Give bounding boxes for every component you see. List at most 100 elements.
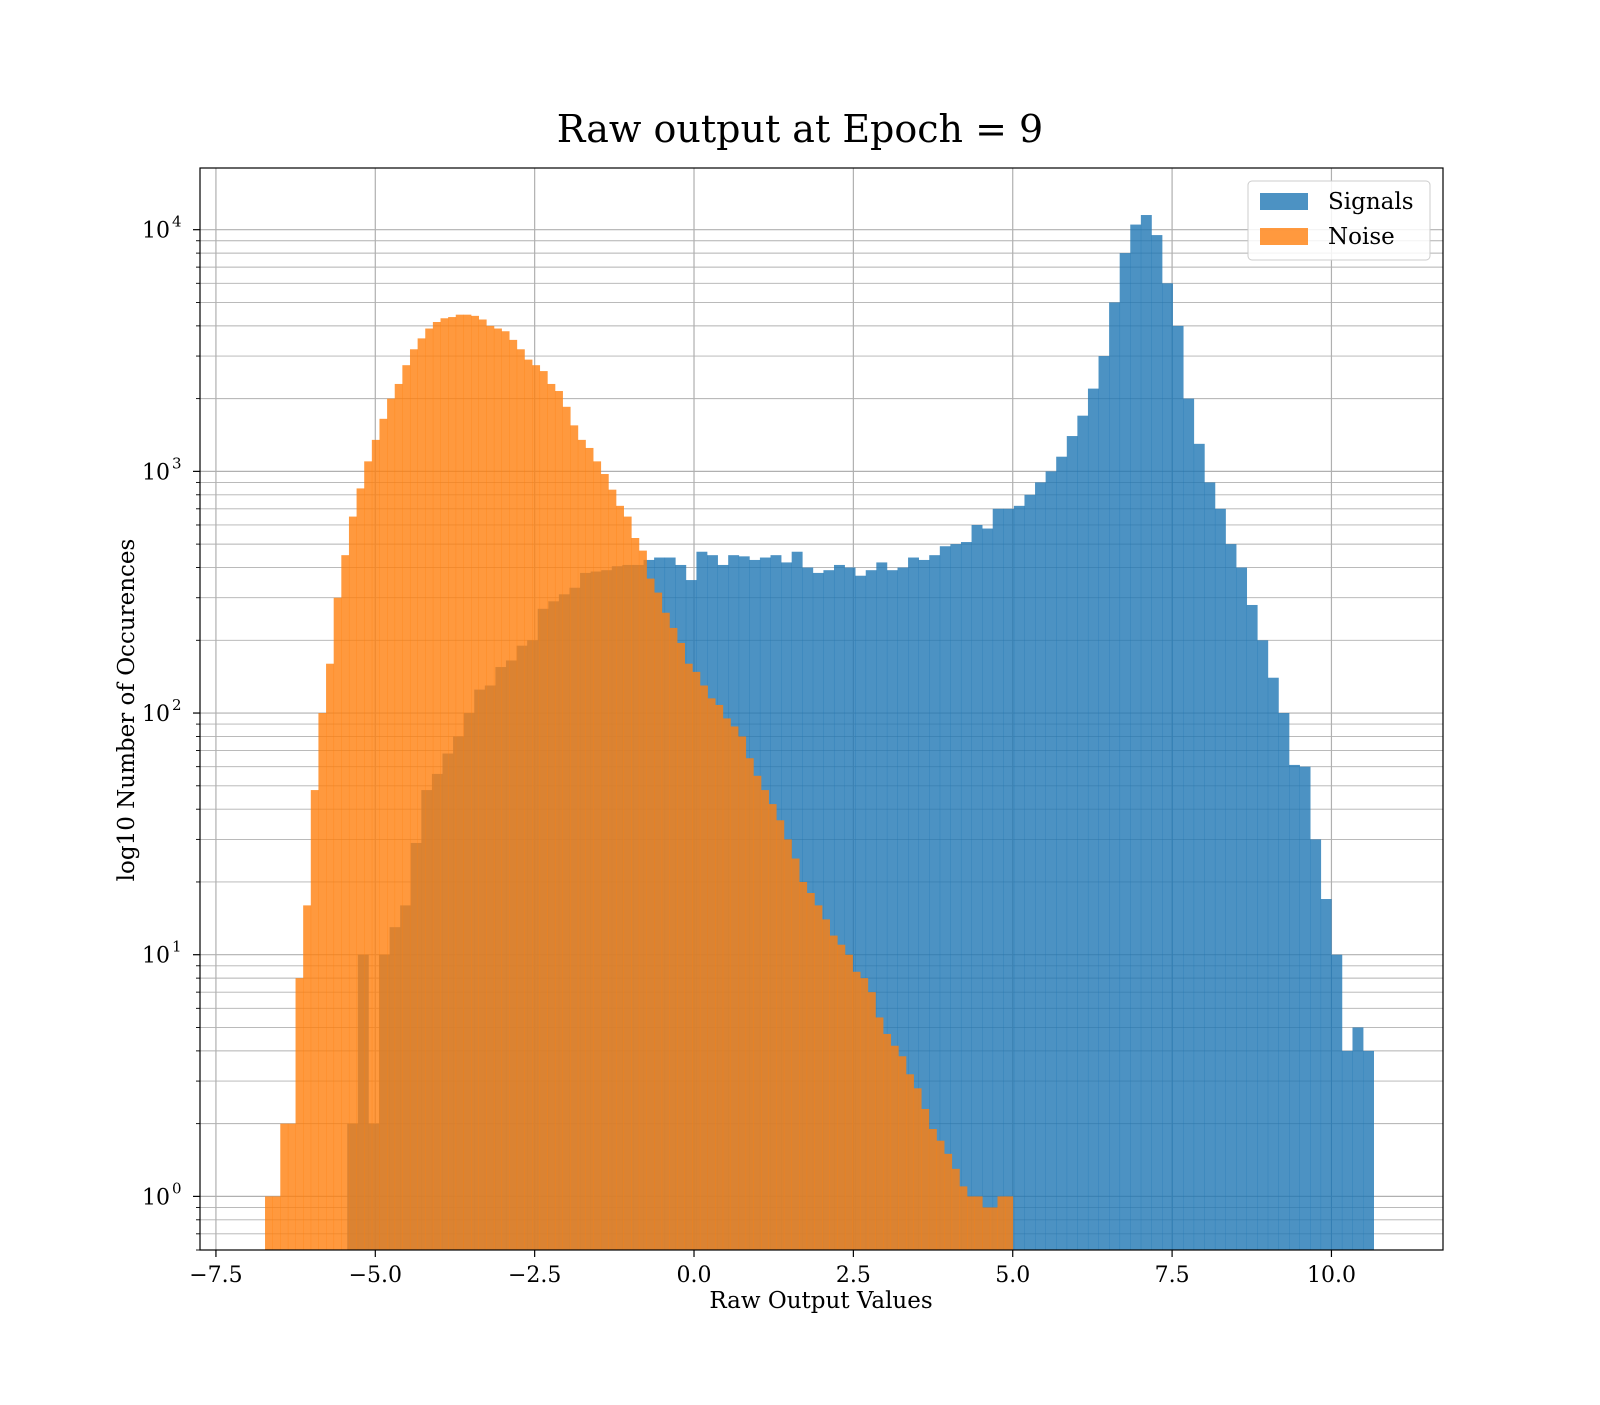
histogram-bar [1172,325,1184,1250]
y-tick-exponent: 0 [172,1179,182,1197]
histogram-bar [524,359,533,1250]
histogram-bar [865,570,877,1250]
histogram-bar [1003,508,1015,1250]
histogram-bar [1066,436,1078,1250]
histogram-bar [875,1017,884,1250]
histogram-bar [715,704,724,1250]
series-noise [265,314,1014,1250]
histogram-bar [532,365,541,1250]
histogram-bar [684,663,693,1250]
histogram-bar [387,398,396,1250]
histogram-bar [616,505,624,1250]
histogram-bar [982,528,994,1250]
histogram-bar [478,319,487,1250]
histogram-bar [1246,604,1258,1250]
histogram-bar [753,775,762,1250]
histogram-bar [1193,443,1205,1250]
histogram-bar [463,314,472,1250]
histogram-bar [471,315,480,1250]
x-axis-ticks: −7.5 −5.0 −2.5 0.0 2.5 5.0 7.5 10.0 [189,1250,1356,1288]
histogram-bar [1267,677,1279,1250]
histogram-bar [883,1033,892,1250]
histogram-bar [1151,235,1163,1250]
histogram-bar [905,1074,914,1250]
histogram-bar [1087,388,1099,1250]
histogram-bar [776,820,785,1250]
histogram-bar [1098,356,1110,1250]
histogram-bar [730,726,739,1250]
histogram-bar [860,978,869,1250]
x-axis-label: Raw Output Values [709,1288,932,1314]
x-tick-label: 7.5 [1155,1263,1190,1288]
histogram-bar [760,790,769,1250]
histogram-bar [950,544,962,1250]
legend-label-signals: Signals [1328,189,1414,215]
histogram-bar [1077,415,1089,1250]
histogram-bar [1341,1050,1353,1250]
y-tick-exponent: 4 [172,213,182,231]
histogram-bar [1013,505,1025,1250]
histogram-bar [364,461,373,1250]
histogram-bar [501,331,510,1250]
histogram-bar [1320,899,1332,1250]
histogram-bar [799,881,808,1250]
histogram-bar [631,538,640,1250]
histogram-bar [913,1088,922,1250]
histogram-bar [1310,839,1322,1250]
histogram-bar [699,685,708,1250]
x-tick-label: 2.5 [836,1263,871,1288]
histogram-bar [547,383,556,1250]
histogram-bar [992,508,1004,1250]
histogram-bar [989,1207,998,1250]
histogram-bar [921,1108,930,1250]
histogram-bar [823,570,835,1250]
histogram-bar [1278,713,1290,1250]
histogram-bar [356,488,365,1250]
histogram-bar [425,328,434,1250]
histogram-bar [722,718,731,1250]
y-tick-exponent: 3 [172,454,182,472]
histogram-bar [608,489,617,1250]
histogram-bar [585,447,594,1250]
histogram-bar [669,627,678,1250]
histogram-bar [318,713,327,1250]
histogram-bar [814,905,823,1250]
histogram-bar [1005,1196,1014,1250]
y-tick-label: 10 [142,944,170,969]
histogram-bar [623,516,632,1250]
histogram-bar [455,314,464,1250]
histogram-bar [1045,471,1057,1250]
y-tick-label: 10 [142,702,170,727]
x-tick-label: 5.0 [995,1263,1030,1288]
histogram-bar [944,1153,953,1250]
histogram-bar [303,905,312,1250]
histogram-bar [562,406,571,1250]
histogram-bar [1183,398,1195,1250]
histogram-bar [1352,1027,1364,1250]
histogram-bar [936,1140,945,1250]
histogram-bar [844,954,853,1250]
histogram-bar [417,338,426,1250]
x-tick-label: −5.0 [349,1263,402,1288]
histogram-bar [852,971,861,1250]
histogram-bar [867,992,876,1250]
histogram-bar [486,325,495,1250]
legend: Signals Noise [1247,180,1431,261]
histogram-bars [265,215,1374,1250]
y-axis-label: log10 Number of Occurences [114,539,140,882]
histogram-bar [966,1196,975,1250]
histogram-bar [738,736,747,1250]
y-tick-label: 10 [142,219,170,244]
histogram-bar [971,524,983,1250]
histogram-bar [1024,494,1036,1250]
histogram-bar [791,858,800,1250]
histogram-bar [783,839,792,1250]
plot-frame [199,167,1444,1251]
histogram-bar [265,1196,273,1250]
histogram-bar [768,804,777,1250]
histogram-bar [1119,253,1131,1250]
histogram-bar [371,439,380,1250]
legend-swatch-noise [1260,228,1308,245]
histogram-bar [822,919,830,1250]
